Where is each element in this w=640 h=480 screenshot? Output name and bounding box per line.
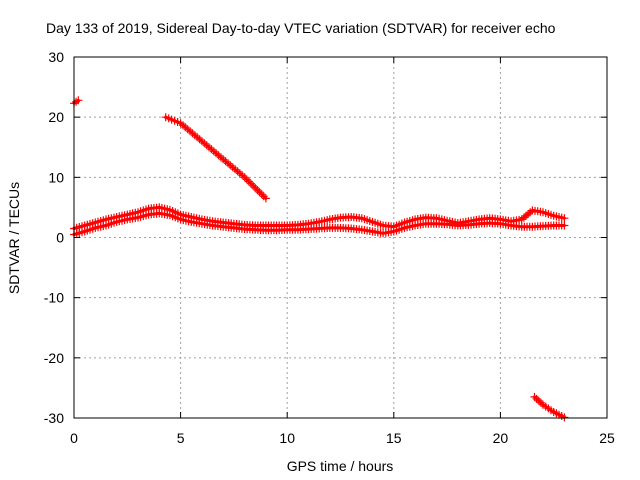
y-tick-label: -10	[44, 290, 64, 306]
y-axis-label: SDTVAR / TECUs	[6, 182, 22, 294]
x-tick-label: 25	[599, 430, 615, 446]
series-start-segment	[70, 96, 83, 108]
data-point-marker	[560, 221, 569, 230]
x-tick-label: 15	[386, 430, 402, 446]
grid-lines	[74, 57, 607, 418]
x-tick-label: 10	[279, 430, 295, 446]
x-tick-label: 0	[70, 430, 78, 446]
x-tick-label: 20	[493, 430, 509, 446]
data-point-marker	[74, 96, 83, 105]
series-descending-track-1	[161, 113, 270, 203]
y-tick-label: 10	[48, 169, 64, 185]
y-tick-label: 30	[48, 49, 64, 65]
series-main-band-upper	[70, 203, 569, 233]
y-tick-label: 20	[48, 109, 64, 125]
data-point-marker	[560, 214, 569, 223]
x-tick-label: 5	[177, 430, 185, 446]
data-point-marker	[560, 413, 569, 422]
axis-ticks: 0 5 10 15 20 25 -30 -20 -10 0 10 20 30	[44, 49, 615, 446]
data-point-marker	[261, 194, 270, 203]
chart-title: Day 133 of 2019, Sidereal Day-to-day VTE…	[46, 20, 556, 36]
series-descending-track-2	[530, 392, 569, 422]
y-tick-label: -30	[44, 410, 64, 426]
y-tick-label: 0	[56, 230, 64, 246]
plot-area	[70, 96, 569, 422]
y-tick-label: -20	[44, 350, 64, 366]
x-axis-label: GPS time / hours	[287, 458, 394, 474]
